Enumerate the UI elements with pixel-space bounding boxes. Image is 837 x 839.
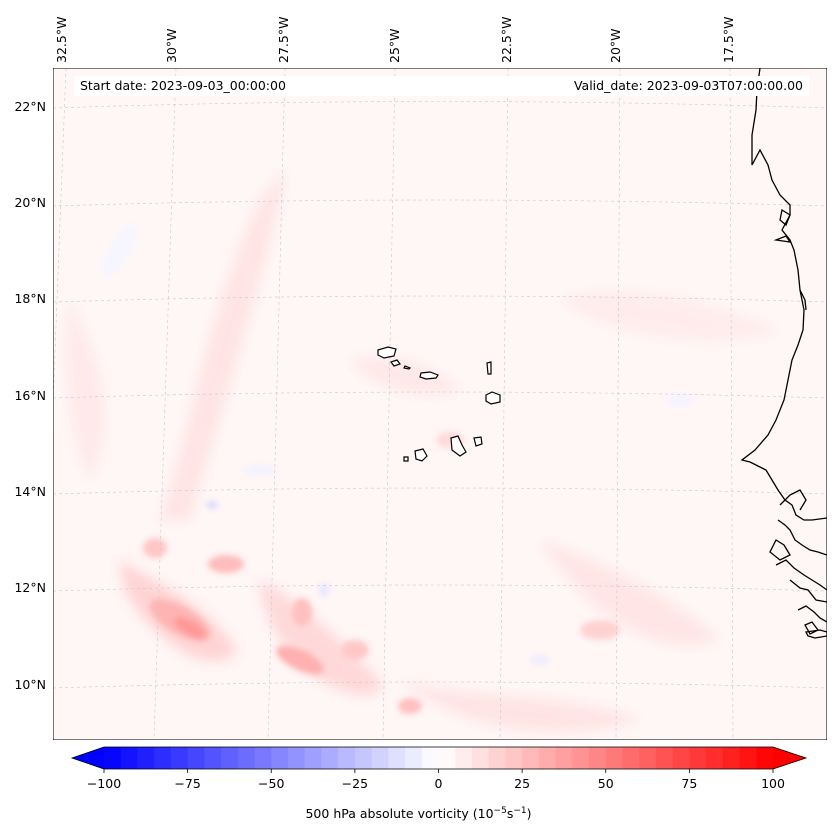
colorbar-segment <box>421 747 439 769</box>
colorbar-segment <box>338 747 356 769</box>
cabo-verde-islands <box>377 346 501 462</box>
colorbar-segment <box>622 747 640 769</box>
colorbar-tick-label: −100 <box>87 776 121 791</box>
lon-label: 30°W <box>164 28 179 63</box>
lon-label: 27.5°W <box>276 17 291 63</box>
colorbar-segment <box>204 747 222 769</box>
colorbar-extend-max <box>773 747 806 769</box>
colorbar-segment <box>639 747 657 769</box>
graticule <box>53 68 827 740</box>
colorbar-segment <box>722 747 740 769</box>
lat-label: 16°N <box>14 388 46 403</box>
colorbar-segment <box>237 747 255 769</box>
colorbar-segment <box>471 747 490 769</box>
lat-label: 12°N <box>14 580 46 595</box>
colorbar-tick-label: 50 <box>598 776 614 791</box>
valid-date-label: Valid_date: 2023-09-03T07:00:00.00 <box>567 76 809 96</box>
lat-label: 18°N <box>14 291 46 306</box>
latitude-labels: 22°N 20°N 18°N 16°N 14°N 12°N 10°N <box>14 99 46 692</box>
colorbar-segment <box>438 747 456 769</box>
colorbar-segment <box>505 747 523 769</box>
colorbar-segment <box>739 747 757 769</box>
colorbar-segment <box>655 747 674 769</box>
colorbar-segment <box>589 747 607 769</box>
colorbar-label-suffix: ) <box>526 806 532 822</box>
lon-label: 32.5°W <box>54 17 69 63</box>
colorbar-ticks: −100 −75 −50 −25 0 25 50 75 100 <box>87 769 785 791</box>
lon-label: 22.5°W <box>499 17 514 63</box>
colorbar-segment <box>287 747 306 769</box>
colorbar-segment <box>321 747 339 769</box>
colorbar-segment <box>371 747 389 769</box>
colorbar-segment <box>488 747 506 769</box>
colorbar-tick-label: 25 <box>514 776 530 791</box>
colorbar-segment <box>572 747 590 769</box>
lon-label: 20°W <box>608 28 623 63</box>
colorbar-label-exp2: −1 <box>513 806 527 816</box>
colorbar-label-exp1: −5 <box>493 806 507 816</box>
colorbar-segment <box>221 747 239 769</box>
colorbar: −100 −75 −50 −25 0 25 50 75 100 <box>70 746 808 791</box>
colorbar-segment <box>187 747 205 769</box>
longitude-labels: 32.5°W 30°W 27.5°W 25°W 22.5°W 20°W 17.5… <box>54 17 736 63</box>
colorbar-tick-label: −25 <box>342 776 368 791</box>
colorbar-segment <box>689 747 707 769</box>
colorbar-tick-label: −75 <box>174 776 200 791</box>
lat-label: 14°N <box>14 484 46 499</box>
colorbar-segment <box>605 747 623 769</box>
colorbar-segment <box>756 747 774 769</box>
colorbar-extend-min <box>72 747 104 769</box>
colorbar-segment <box>555 747 573 769</box>
start-date-label: Start date: 2023-09-03_00:00:00 <box>74 76 292 96</box>
colorbar-segments <box>104 747 774 769</box>
colorbar-segment <box>388 747 406 769</box>
west-africa-coastline <box>740 68 827 639</box>
colorbar-tick-label: −50 <box>258 776 284 791</box>
colorbar-label-mid: s <box>506 806 514 822</box>
colorbar-segment <box>672 747 690 769</box>
colorbar-segment <box>154 747 172 769</box>
colorbar-label: 500 hPa absolute vorticity (10−5s−1) <box>0 806 837 821</box>
colorbar-segment <box>706 747 724 769</box>
vorticity-field <box>66 170 780 732</box>
colorbar-tick-label: 100 <box>761 776 785 791</box>
colorbar-segment <box>271 747 289 769</box>
colorbar-tick-label: 75 <box>681 776 697 791</box>
colorbar-segment <box>170 747 189 769</box>
colorbar-segment <box>120 747 138 769</box>
map-panel <box>53 68 827 740</box>
colorbar-segment <box>354 747 373 769</box>
lat-label: 10°N <box>14 677 46 692</box>
colorbar-segment <box>137 747 155 769</box>
lon-label: 17.5°W <box>721 17 736 63</box>
colorbar-segment <box>104 747 122 769</box>
lat-label: 20°N <box>14 195 46 210</box>
lon-label: 25°W <box>387 28 402 63</box>
colorbar-segment <box>304 747 322 769</box>
colorbar-segment <box>522 747 540 769</box>
lat-label: 22°N <box>14 99 46 114</box>
colorbar-tick-label: 0 <box>435 776 443 791</box>
colorbar-segment <box>254 747 272 769</box>
colorbar-segment <box>455 747 473 769</box>
colorbar-segment <box>538 747 556 769</box>
colorbar-label-prefix: 500 hPa absolute vorticity (10 <box>305 806 494 822</box>
colorbar-segment <box>405 747 423 769</box>
